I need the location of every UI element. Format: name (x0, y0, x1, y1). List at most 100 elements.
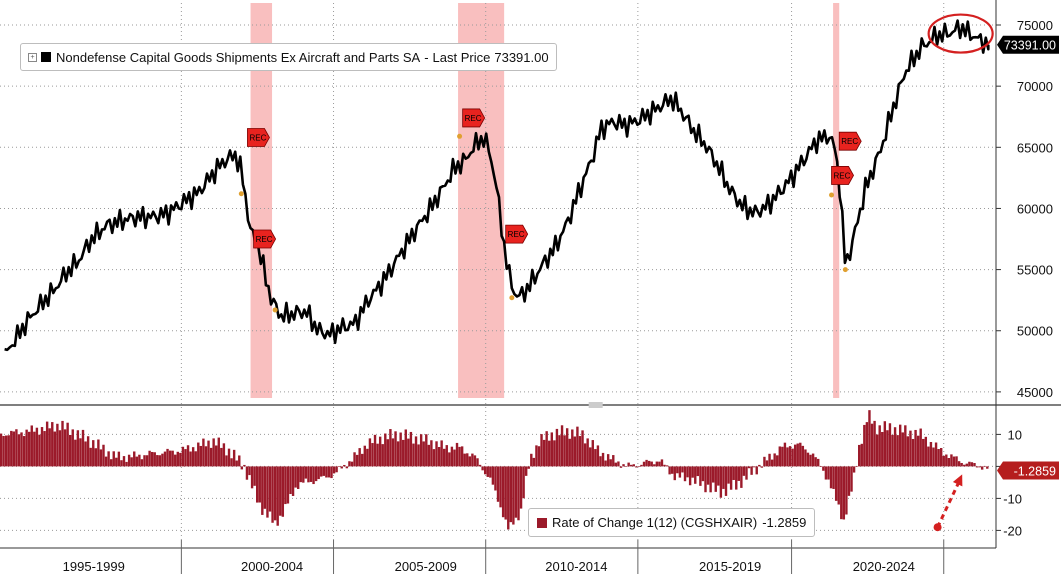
rec-flag-icon: REC (505, 224, 529, 244)
roc-bar (814, 457, 817, 467)
x-period-label: 2005-2009 (395, 559, 457, 574)
roc-bar (296, 466, 300, 489)
roc-bar (865, 422, 869, 467)
roc-bar (268, 466, 272, 512)
roc-bar (770, 459, 774, 467)
roc-bar (614, 462, 618, 467)
roc-bar (524, 466, 528, 476)
roc-bar (896, 435, 899, 467)
roc-bar (986, 466, 989, 469)
roc-bar (565, 428, 569, 467)
roc-bar (273, 466, 277, 521)
roc-bar (40, 427, 44, 467)
roc-bar (555, 428, 559, 467)
roc-bar (906, 436, 910, 467)
roc-bar (225, 455, 228, 467)
roc-bar (791, 448, 794, 467)
rec-flag-icon: REC (247, 128, 270, 147)
roc-bar (942, 455, 945, 467)
roc-bar (220, 447, 223, 467)
roc-bar (38, 434, 41, 467)
rec-flag-label: REC (256, 235, 273, 244)
roc-bar (822, 466, 825, 471)
roc-bar (84, 441, 87, 467)
shipments-line (4, 19, 990, 352)
roc-bar (850, 466, 853, 492)
roc-bar (486, 466, 489, 477)
roc-bar (489, 466, 492, 478)
orange-marker-dot (457, 133, 463, 139)
roc-bar (604, 460, 607, 467)
roc-bar (496, 466, 500, 502)
roc-bar (922, 438, 925, 467)
roc-bar (773, 453, 776, 467)
roc-bar (491, 466, 495, 485)
roc-bar (606, 454, 610, 467)
roc-bar (704, 466, 707, 493)
roc-bar (583, 443, 587, 467)
roc-bar (191, 447, 195, 467)
roc-bar (571, 429, 574, 467)
roc-bar (168, 450, 172, 467)
bottom-legend[interactable]: Rate of Change 1(12) (CGSHXAIR) -1.2859 (528, 508, 816, 537)
roc-bar (883, 421, 887, 467)
roc-bar (460, 446, 464, 467)
roc-bar (609, 459, 612, 467)
roc-bar (414, 436, 418, 467)
roc-bar (476, 458, 479, 467)
roc-bar (837, 466, 840, 505)
roc-bar (722, 466, 725, 489)
roc-bar (450, 446, 454, 467)
roc-bar (327, 466, 331, 478)
roc-bar (578, 436, 582, 467)
roc-bar (970, 462, 974, 467)
roc-bar (471, 453, 474, 467)
roc-bar (980, 466, 984, 470)
roc-bar (891, 434, 894, 467)
legend-last-price-label: Last Price (432, 49, 491, 65)
roc-bar (399, 432, 402, 467)
roc-last-tag-label: -1.2859 (1014, 465, 1056, 479)
roc-bar (568, 438, 571, 467)
roc-bar (852, 466, 856, 473)
roc-bar (858, 444, 861, 467)
roc-bar (345, 466, 349, 469)
roc-bar (729, 466, 733, 490)
roc-bar (407, 438, 410, 467)
y-tick-label: 55000 (1017, 263, 1053, 278)
roc-bar (68, 434, 72, 467)
legend-swatch-black (41, 52, 51, 62)
recession-band (250, 3, 273, 398)
rec-flag-label: REC (841, 137, 858, 146)
roc-bar (409, 431, 413, 467)
roc-bar (453, 449, 456, 467)
roc-bar (817, 458, 820, 467)
roc-bar (140, 459, 144, 467)
roc-bar (202, 438, 205, 467)
top-legend[interactable]: + Nondefense Capital Goods Shipments Ex … (20, 43, 557, 71)
roc-bar (430, 440, 433, 467)
roc-bar (829, 466, 833, 489)
roc-bar (898, 424, 902, 467)
rec-flag-shape (831, 166, 854, 185)
shipments-series-line (4, 19, 990, 352)
roc-bar (227, 448, 231, 467)
roc-bar (832, 466, 835, 489)
roc-bar (929, 442, 933, 467)
x-period-label: 2015-2019 (699, 559, 761, 574)
roc-bar (222, 443, 226, 467)
roc-bar (71, 429, 74, 467)
roc-bar (102, 444, 105, 467)
roc-bar (17, 434, 21, 467)
roc-bar (978, 466, 981, 468)
roc-bar (796, 443, 799, 467)
roc-bar (422, 441, 425, 467)
roc-bar (788, 446, 792, 467)
roc-bar (125, 461, 128, 467)
roc-bar (0, 433, 3, 467)
plus-square-icon[interactable]: + (28, 52, 37, 62)
rec-flag-icon: REC (253, 229, 277, 249)
roc-bar (437, 447, 441, 467)
roc-bar (719, 466, 723, 498)
roc-bar (15, 429, 18, 467)
